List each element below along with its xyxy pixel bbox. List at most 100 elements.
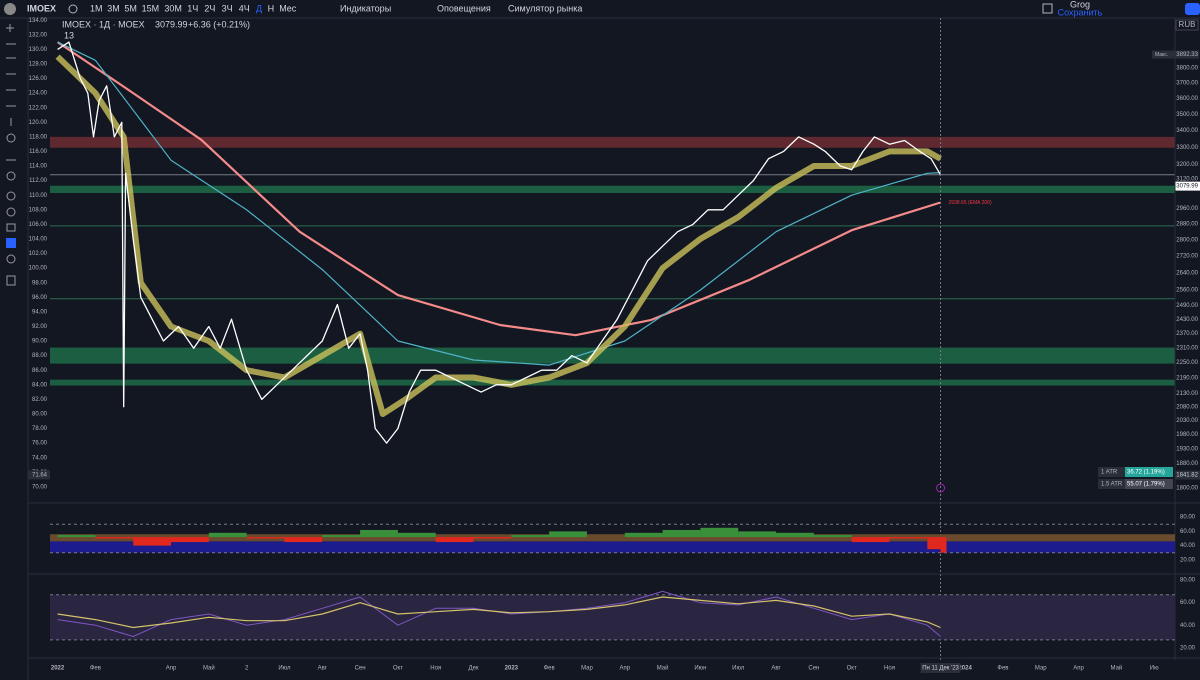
interval-button[interactable]: 5М — [124, 3, 137, 13]
y-tick-label: 74.00 — [32, 455, 48, 461]
y2-tick-label: 2430.00 — [1176, 317, 1198, 323]
y2-tick-label: 3800.00 — [1176, 66, 1198, 72]
y2-tick-label: 2490.00 — [1176, 303, 1198, 309]
interval-button[interactable]: Мес — [279, 3, 297, 13]
y-tick-label: 94.00 — [32, 309, 48, 315]
x-tick-label: Апр — [619, 666, 630, 672]
interval-button[interactable]: 15М — [142, 3, 160, 13]
osc-bar — [851, 537, 890, 543]
y-tick-label: 70.00 — [32, 484, 48, 490]
y-tick-label: 118.00 — [29, 134, 48, 140]
y-tick-label: 130.00 — [29, 47, 48, 53]
symbol-search[interactable]: IMOEX — [27, 3, 56, 13]
interval-button[interactable]: Д — [256, 3, 262, 13]
tool-icons — [6, 24, 16, 286]
y2-tick-label: 2720.00 — [1176, 254, 1198, 260]
x-tick-label: Авг — [318, 666, 328, 672]
y2-tick-label: 3500.00 — [1176, 112, 1198, 118]
band — [50, 541, 1175, 553]
osc-bar — [133, 537, 172, 546]
y2-tick-label: 3200.00 — [1176, 162, 1198, 168]
y2-tick-label: 2190.00 — [1176, 375, 1198, 381]
interval-button[interactable]: 3М — [107, 3, 120, 13]
y2-tick-label: 3300.00 — [1176, 145, 1198, 151]
y2-tick-label: 2080.00 — [1176, 404, 1198, 410]
osc-bar — [95, 537, 134, 539]
price-tag-label: 1841.82 — [1176, 473, 1198, 479]
y-tick-label: 112.00 — [29, 178, 48, 184]
x-tick-label: Апр — [166, 666, 177, 672]
avatar[interactable] — [4, 3, 16, 15]
y-tick-label: 134.00 — [29, 18, 48, 24]
interval-button[interactable]: 4Ч — [239, 3, 250, 13]
y-tick-label: 84.00 — [32, 382, 48, 388]
x-tick-label: Ноя — [884, 666, 895, 672]
interval-button[interactable]: 2Ч — [204, 3, 215, 13]
atr-value-box — [1125, 467, 1173, 477]
publish-button[interactable] — [1185, 3, 1200, 15]
y2-tick-label: 3600.00 — [1176, 96, 1198, 102]
interval-button[interactable]: 30М — [164, 3, 182, 13]
y-tick-label: 126.00 — [29, 76, 48, 82]
osc-bar — [322, 534, 361, 538]
x-tick-label: Авг — [771, 666, 781, 672]
series-line — [57, 41, 942, 444]
y2-tick-label: 2370.00 — [1176, 331, 1198, 337]
x-tick-label: Июн — [694, 666, 706, 672]
y2-tick-label: 1980.00 — [1176, 432, 1198, 438]
y2-tick-label: 2250.00 — [1176, 360, 1198, 366]
x-tick-label: Фев — [90, 666, 101, 672]
add-symbol[interactable] — [68, 4, 78, 14]
x-tick-label: 2022 — [51, 666, 65, 672]
price-tag-label: 3079.99 — [1176, 184, 1198, 190]
y2-tick-label: 2880.00 — [1176, 221, 1198, 227]
cursor-date: Пн 11 Дек '23 — [922, 666, 959, 672]
interval-button[interactable]: 1Ч — [187, 3, 198, 13]
x-tick-label: Апр — [1073, 666, 1084, 672]
x-tick-label: Ноя — [430, 666, 441, 672]
y-tick-label: 108.00 — [29, 207, 48, 213]
interval-button[interactable]: Н — [268, 3, 275, 13]
x-tick-label: Июл — [732, 666, 745, 672]
osc-bar — [624, 532, 663, 538]
alerts-button[interactable]: Оповещения — [437, 3, 491, 13]
osc-bar — [940, 537, 947, 553]
osc-bar — [927, 537, 941, 550]
x-tick-label: Мар — [1035, 666, 1047, 672]
y2-tick-label: 2030.00 — [1176, 418, 1198, 424]
y2-tick-label: 2130.00 — [1176, 391, 1198, 397]
y2-tick-label: 1930.00 — [1176, 446, 1198, 452]
x-tick-label: Май — [203, 665, 215, 672]
x-tick-label: Фев — [997, 666, 1008, 672]
zone — [50, 379, 1175, 386]
zone — [50, 136, 1175, 148]
legend-count: 13 — [64, 30, 74, 40]
replay-marker — [936, 483, 946, 493]
x-tick-label: Окт — [847, 666, 857, 672]
osc-bar — [511, 534, 550, 538]
y-tick-label: 86.00 — [32, 368, 48, 374]
osc-bar — [776, 532, 814, 538]
series-line — [56, 41, 941, 337]
left-tag-label: 71.64 — [32, 472, 48, 478]
y2-tick-label: 2640.00 — [1176, 270, 1198, 276]
interval-button[interactable]: 3Ч — [222, 3, 233, 13]
indicators-button[interactable]: Индикаторы — [340, 3, 391, 13]
replay-button[interactable]: Симулятор рынка — [508, 3, 582, 13]
interval-button[interactable]: 1М — [90, 3, 103, 13]
osc-bar — [473, 537, 512, 539]
y2-tick-label: 2800.00 — [1176, 237, 1198, 243]
x-tick-label: Ию — [1150, 666, 1159, 672]
currency-label: RUB — [1179, 20, 1196, 29]
y-tick-label: 110.00 — [29, 193, 48, 199]
series-line — [57, 41, 941, 366]
osc-bar — [57, 534, 96, 538]
layout-toggle[interactable] — [1042, 3, 1053, 14]
save-button[interactable]: Сохранить — [1058, 7, 1103, 17]
y-tick-label: 76.00 — [32, 441, 48, 447]
y-tick-label: 90.00 — [32, 339, 48, 345]
y-tick-label: 122.00 — [29, 105, 48, 111]
max-label: Макс. — [1155, 52, 1168, 58]
x-tick-label: 2024 — [958, 666, 972, 672]
